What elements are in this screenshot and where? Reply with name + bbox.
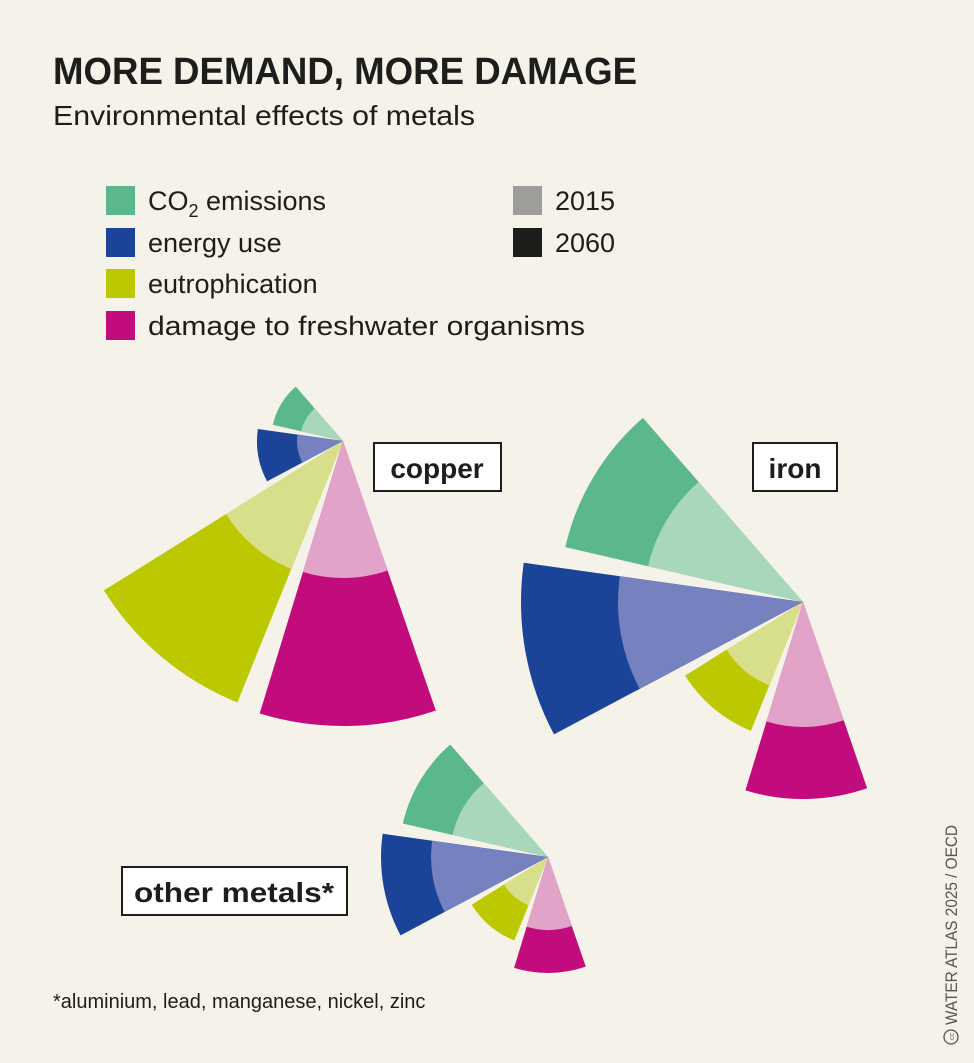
sector-copper-energy-2015 bbox=[297, 434, 343, 463]
legend-label-eutrophication: eutrophication bbox=[148, 269, 318, 299]
legend-swatch-energy bbox=[106, 228, 135, 257]
sector-copper-eutro-2015 bbox=[225, 441, 343, 569]
cc-mark: cc bbox=[949, 1033, 956, 1041]
metal-name-copper: copper bbox=[390, 453, 483, 484]
sector-other-metals-co2-2015 bbox=[452, 783, 548, 857]
sector-iron-fresh-2015 bbox=[766, 602, 844, 728]
legend-label-co2: CO2 emissions bbox=[148, 186, 326, 221]
label-iron: iron bbox=[752, 442, 838, 492]
sector-copper-co2-2015 bbox=[301, 408, 343, 441]
credit: cc WATER ATLAS 2025 / OECD bbox=[942, 825, 961, 1045]
metal-name-iron: iron bbox=[769, 453, 822, 484]
sector-iron-co2-2015 bbox=[648, 482, 803, 602]
legend-swatch-2060 bbox=[513, 228, 542, 257]
sectors bbox=[103, 386, 868, 973]
legend-swatch-2015 bbox=[513, 186, 542, 215]
legend-label-2015: 2015 bbox=[555, 186, 615, 216]
legend-label-2060: 2060 bbox=[555, 228, 615, 258]
legend-swatch-co2 bbox=[106, 186, 135, 215]
sector-iron-energy-2015 bbox=[618, 576, 803, 689]
sector-other-metals-energy-2015 bbox=[431, 840, 548, 912]
label-copper: copper bbox=[373, 442, 502, 492]
sector-other-metals-eutro-2015 bbox=[503, 857, 548, 906]
legend: CO2 emissions energy use eutrophication … bbox=[106, 186, 615, 341]
chart-subtitle: Environmental effects of metals bbox=[53, 100, 475, 131]
legend-swatch-freshwater bbox=[106, 311, 135, 340]
sector-other-metals-fresh-2015 bbox=[526, 857, 572, 930]
legend-label-freshwater: damage to freshwater organisms bbox=[148, 311, 585, 341]
footnote: *aluminium, lead, manganese, nickel, zin… bbox=[53, 991, 425, 1013]
credit-text: WATER ATLAS 2025 / OECD bbox=[942, 825, 961, 1025]
chart-title: MORE DEMAND, MORE DAMAGE bbox=[53, 51, 637, 93]
creative-commons-icon bbox=[943, 1029, 959, 1045]
sector-copper-fresh-2060 bbox=[259, 441, 436, 726]
sector-iron-eutro-2015 bbox=[726, 602, 803, 686]
legend-label-energy: energy use bbox=[148, 228, 282, 258]
label-other-metals: other metals* bbox=[121, 866, 348, 916]
sector-copper-fresh-2015 bbox=[302, 441, 388, 578]
metal-name-other: other metals* bbox=[134, 877, 334, 908]
legend-swatch-eutrophication bbox=[106, 269, 135, 298]
